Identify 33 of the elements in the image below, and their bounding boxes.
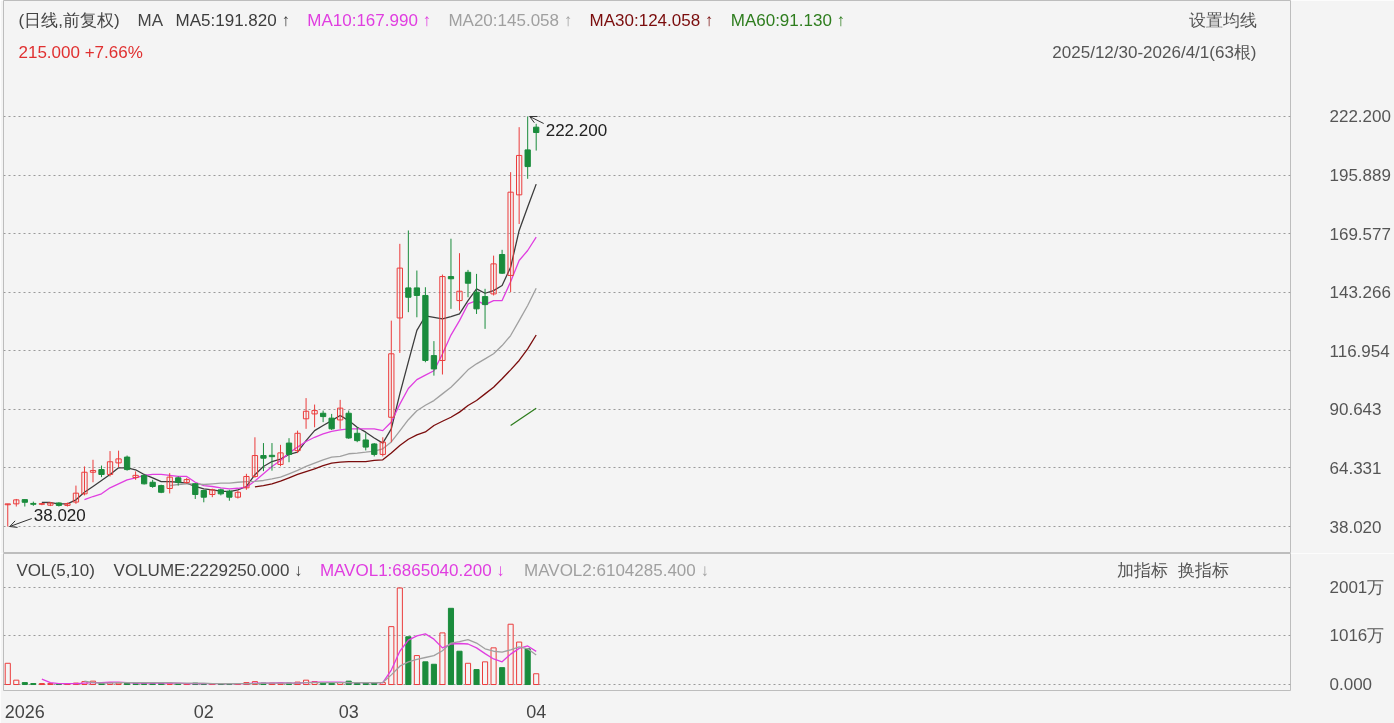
annotation: 设置均线 [1188, 11, 1257, 30]
text: MA30:124.058 ↑ [589, 11, 714, 30]
y-tick-label: 0.000 [1329, 675, 1373, 695]
text: (日线,前复权) [18, 11, 120, 30]
annotation: 换指标 [1177, 561, 1229, 580]
text: MA5:191.820 ↑ [175, 11, 290, 30]
text: MA60:91.130 ↑ [730, 11, 846, 30]
y-tick-label: 64.331 [1329, 458, 1382, 478]
text: MAVOL2:6104285.400 ↓ [524, 561, 710, 580]
x-tick-label: 03 [338, 701, 359, 722]
annotation: 38.020 [33, 505, 86, 525]
annotation: 2025/12/30-2026/4/1(63根) [1052, 43, 1257, 62]
annotation: 222.200 [545, 121, 608, 141]
y-tick-label: 38.020 [1329, 517, 1382, 537]
text: MA20:145.058 ↑ [448, 11, 573, 30]
text: MA10:167.990 ↑ [307, 11, 432, 30]
y-tick-label: 90.643 [1329, 400, 1382, 420]
legend-title: MA [137, 11, 164, 30]
y-tick-label: 222.200 [1329, 107, 1391, 127]
y-tick-label: 1016万 [1329, 626, 1385, 646]
text: MAVOL1:6865040.200 ↓ [319, 561, 505, 580]
y-tick-label: 169.577 [1329, 224, 1391, 244]
y-tick-label: 116.954 [1329, 341, 1390, 361]
annotation: VOLUME:2229250.000 ↓ [113, 561, 303, 580]
annotation: 加指标 [1116, 561, 1168, 580]
y-tick-label: 195.889 [1329, 166, 1391, 186]
x-tick-label: 04 [526, 701, 547, 722]
x-tick-label: 2026 [4, 701, 45, 722]
y-tick-label: 143.266 [1329, 283, 1391, 303]
y-tick-label: 2001万 [1329, 578, 1385, 598]
text: 215.000 +7.66% [18, 43, 143, 62]
x-tick-label: 02 [193, 701, 214, 722]
text: VOL(5,10) [16, 561, 95, 580]
